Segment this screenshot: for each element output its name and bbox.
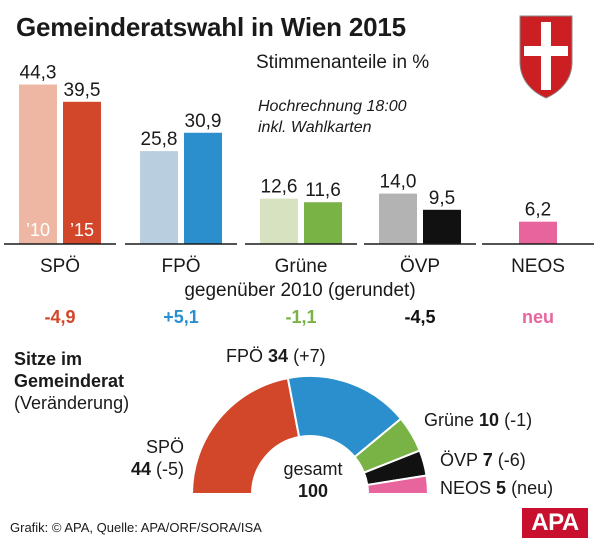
seat-label-spoe-name: SPÖ — [145, 437, 184, 457]
seats-title: Sitze im Gemeinderat (Veränderung) — [14, 348, 129, 414]
seat-label-oevp-name: ÖVP — [440, 450, 478, 470]
seat-label-fpoe-change: (+7) — [293, 346, 326, 366]
bar-2010-oevp — [379, 193, 417, 244]
seat-label-neos-change: (neu) — [511, 478, 554, 498]
value-label-2010-spoe: 44,3 — [20, 63, 57, 84]
bar-2015-neos — [519, 221, 557, 244]
value-label-2015-neos: 6,2 — [525, 200, 551, 221]
vienna-coat-of-arms-icon — [519, 15, 573, 99]
projection-note-line2: inkl. Wahlkarten — [258, 119, 372, 136]
seat-label-spoe-change: (-5) — [156, 459, 184, 479]
seat-label-fpoe-value: 34 — [268, 346, 289, 366]
bar-2015-oevp — [423, 209, 461, 244]
vote-share-bar-chart: 44,3 39,5 SPÖ -4,9 25,8 30,9 FPÖ +5,1 12,6 11,6 Gr… — [4, 63, 594, 327]
bar-2015-gruene — [304, 202, 342, 244]
seat-label-neos-name: NEOS — [440, 478, 492, 498]
seat-label-fpoe: FPÖ 34 (+7) — [226, 346, 326, 367]
change-label-oevp: -4,5 — [404, 307, 435, 327]
bar-2015-spoe — [63, 101, 101, 244]
chart-title: Gemeinderatswahl in Wien 2015 — [16, 12, 406, 42]
seat-total-value: 100 — [297, 481, 329, 501]
value-label-2010-oevp: 14,0 — [380, 172, 417, 193]
projection-note: Hochrechnung 18:00 inkl. Wahlkarten — [258, 96, 407, 138]
bar-2010-spoe — [19, 84, 57, 245]
bar-2010-gruene — [260, 198, 298, 244]
seat-label-oevp-change: (-6) — [497, 450, 526, 470]
seat-label-gruene-change: (-1) — [504, 410, 533, 430]
apa-logo-text: APA — [531, 509, 579, 536]
seat-label-gruene-value: 10 — [479, 410, 500, 430]
seat-total-label: gesamt — [283, 459, 343, 479]
category-label-oevp: ÖVP — [400, 256, 440, 277]
value-label-2015-fpoe: 30,9 — [185, 111, 222, 132]
change-caption: gegenüber 2010 (gerundet) — [184, 280, 415, 301]
seats-title-line3: (Veränderung) — [14, 393, 130, 413]
seat-segment-neos — [366, 474, 430, 495]
value-label-2010-gruene: 12,6 — [261, 177, 298, 198]
category-label-gruene: Grüne — [275, 256, 328, 277]
seat-label-fpoe-name: FPÖ — [226, 346, 264, 366]
change-label-fpoe: +5,1 — [163, 307, 199, 327]
seat-label-gruene-name: Grüne — [424, 410, 475, 430]
value-label-2015-gruene: 11,6 — [305, 180, 341, 201]
category-label-fpoe: FPÖ — [161, 256, 200, 277]
source-footer: Grafik: © APA, Quelle: APA/ORF/SORA/ISA — [10, 520, 262, 535]
projection-note-line1: Hochrechnung 18:00 — [258, 98, 407, 115]
category-label-neos: NEOS — [511, 256, 565, 277]
category-label-spoe: SPÖ — [40, 256, 80, 277]
value-label-2015-oevp: 9,5 — [429, 188, 455, 209]
change-label-neos: neu — [522, 307, 554, 327]
seat-label-spoe: SPÖ 44 (-5) — [124, 436, 184, 480]
bar-2015-fpoe — [184, 132, 222, 244]
value-label-2010-fpoe: 25,8 — [141, 129, 178, 150]
seat-label-oevp: ÖVP 7 (-6) — [440, 450, 526, 471]
change-label-gruene: -1,1 — [285, 307, 316, 327]
bar-2010-fpoe — [140, 151, 178, 244]
apa-logo: APA — [522, 508, 588, 538]
seat-label-oevp-value: 7 — [482, 450, 493, 470]
seats-title-line2: Gemeinderat — [14, 371, 125, 391]
chart-subtitle: Stimmenanteile in % — [256, 52, 430, 73]
value-label-2015-spoe: 39,5 — [64, 80, 101, 101]
year-label-2015: ’15 — [70, 220, 94, 240]
change-label-spoe: -4,9 — [44, 307, 75, 327]
seat-total: gesamt 100 — [268, 458, 358, 502]
year-label-2010: ’10 — [26, 220, 50, 240]
seat-label-neos-value: 5 — [496, 478, 507, 498]
seat-label-neos: NEOS 5 (neu) — [440, 478, 553, 499]
seat-segment-spoe — [190, 376, 301, 495]
seat-label-spoe-value: 44 — [130, 459, 151, 479]
seat-label-gruene: Grüne 10 (-1) — [424, 410, 532, 431]
seats-title-line1: Sitze im — [14, 349, 83, 369]
seat-distribution-chart — [190, 375, 430, 495]
